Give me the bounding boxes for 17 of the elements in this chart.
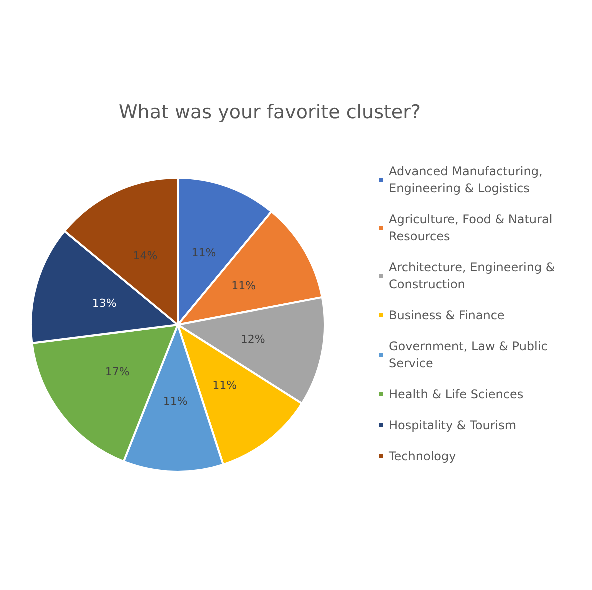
data-label: 13% [92,297,117,310]
legend-label: Government, Law & Public Service [389,340,552,370]
legend-label: Health & Life Sciences [389,388,524,402]
chart-title: What was your favorite cluster? [118,102,422,124]
legend-label: Advanced Manufacturing, Engineering & Logistics [389,164,547,196]
data-label: 11% [163,394,188,408]
legend-label: Architecture, Engineering & Construction [389,260,560,292]
legend-label: Business & Finance [389,308,505,322]
data-label: 17% [105,365,130,378]
data-label: 14% [133,249,158,262]
data-label: 11% [232,280,256,293]
data-label: 11% [212,378,238,392]
data-label: 12% [240,332,266,346]
legend-label: Hospitality & Tourism [389,418,517,432]
data-label: 11% [192,246,216,260]
legend-label: Agriculture, Food & Natural Resources [389,212,556,244]
legend-label: Technology [388,450,456,464]
